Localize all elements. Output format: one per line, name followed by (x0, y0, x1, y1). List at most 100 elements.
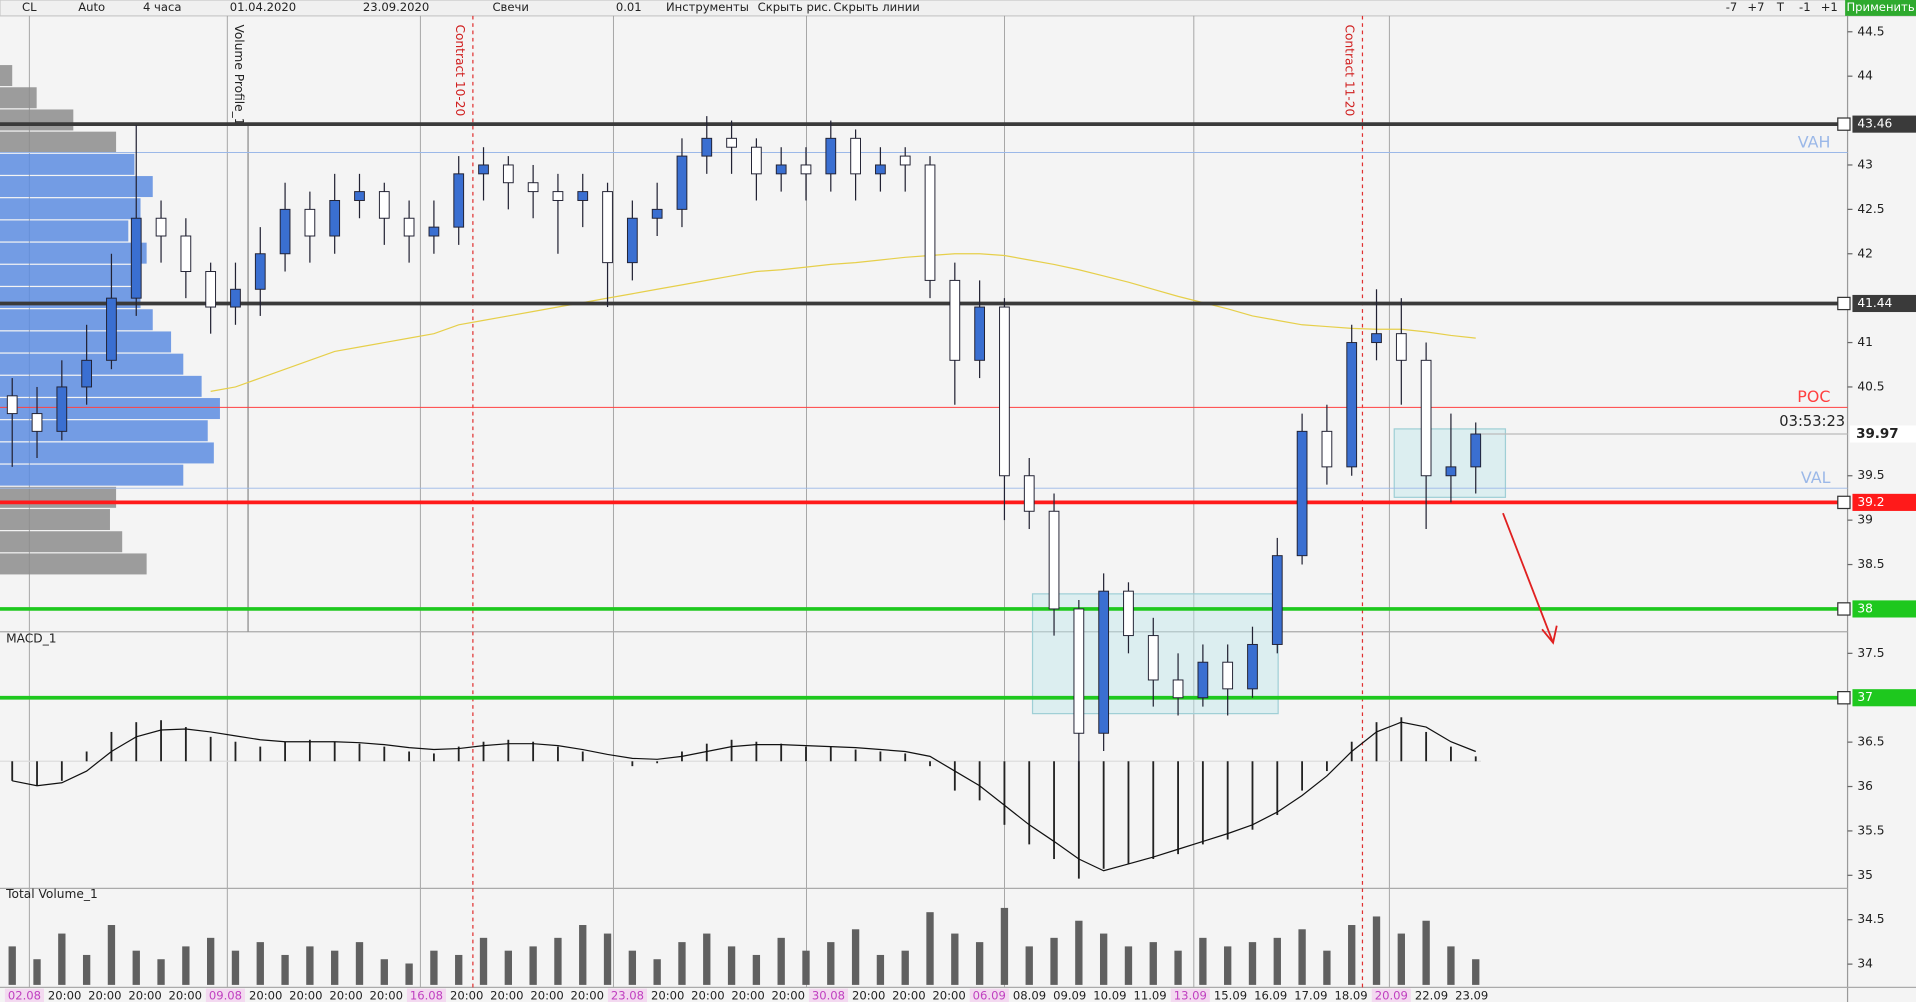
volume-bar (1075, 920, 1083, 985)
volume-bar (1348, 925, 1356, 985)
hide-lines[interactable]: Скрыть линии (833, 0, 919, 14)
candle-body (1247, 643, 1258, 690)
volume-bar (8, 946, 16, 985)
volume-bar (107, 925, 116, 985)
x-tick-label: 20:00 (892, 988, 925, 1002)
volume-bar (1422, 920, 1430, 985)
volume-bar (802, 950, 810, 985)
x-tick-label: 20:00 (852, 988, 885, 1002)
profile-bar (0, 198, 141, 220)
y-tick-label: 34 (1857, 957, 1873, 971)
apply-button[interactable] (1845, 0, 1916, 16)
y-tick-label: 36.5 (1857, 735, 1884, 749)
volume-bar (1000, 907, 1009, 985)
candle-body (403, 217, 415, 237)
toolbar-button[interactable]: -1 (1799, 0, 1811, 14)
candle-body (1123, 590, 1134, 637)
volume-bar (455, 954, 463, 985)
candle-body (651, 208, 663, 219)
candle-body (527, 182, 539, 193)
candle-body (329, 199, 341, 237)
y-tick-label: 37.5 (1857, 646, 1884, 660)
volume-bar (851, 929, 860, 985)
mode[interactable]: Auto (78, 0, 105, 14)
level-label-bg (1852, 493, 1916, 511)
volume-bar (58, 933, 66, 985)
level-label-bg (1852, 689, 1916, 707)
tools[interactable]: Инструменты (666, 0, 749, 14)
x-tick-label: 20.09 (1375, 988, 1408, 1002)
toolbar-button[interactable]: -7 (1726, 0, 1738, 14)
candle-body (1321, 430, 1333, 468)
volume-bar (1174, 950, 1182, 985)
volume-bar (628, 950, 637, 985)
profile-bar (0, 375, 202, 397)
volume-bar (1323, 950, 1331, 985)
profile-bar (0, 553, 147, 575)
volume-bar (1298, 929, 1306, 985)
candle-body (180, 235, 192, 273)
x-tick-label: 20:00 (490, 988, 523, 1002)
volume-bar (1124, 946, 1133, 985)
level-label: 38 (1857, 601, 1873, 615)
macd-title: MACD_1 (6, 632, 56, 646)
toolbar-button[interactable]: +7 (1747, 0, 1764, 14)
date-highlight (969, 988, 1009, 1002)
candle-body (279, 208, 291, 255)
volume-bar (281, 954, 289, 985)
volume-bar (132, 950, 140, 985)
apply-label[interactable]: Применить (1846, 0, 1914, 14)
candle-body (1172, 679, 1184, 699)
toolbar-button[interactable]: +1 (1821, 0, 1838, 14)
chart-style[interactable]: Свечи (492, 0, 528, 14)
candle-body (106, 297, 117, 361)
level-label-bg (1852, 115, 1916, 133)
candle-body (428, 226, 440, 237)
profile-bar (0, 398, 220, 420)
date-highlight (205, 988, 245, 1002)
volume-bar (82, 954, 91, 985)
date-to[interactable]: 23.09.2020 (363, 0, 429, 14)
x-tick-label: 20:00 (128, 988, 161, 1002)
x-tick-label: 08.09 (1013, 988, 1046, 1002)
volume-bar (579, 925, 587, 985)
level-marker (1837, 117, 1851, 131)
step[interactable]: 0.01 (616, 0, 642, 14)
y-tick-label: 42 (1857, 246, 1873, 260)
level-label-bg (1852, 600, 1916, 618)
volume-bar (603, 933, 612, 985)
candle-body (974, 306, 986, 361)
hide-drawings[interactable]: Скрыть рис. (758, 0, 832, 14)
candle-body (850, 137, 861, 175)
symbol[interactable]: CL (22, 0, 37, 14)
date-from[interactable]: 01.04.2020 (230, 0, 296, 14)
x-tick-label: 20:00 (450, 988, 483, 1002)
volume-title: Total Volume_1 (5, 887, 98, 901)
date-highlight (808, 988, 849, 1002)
y-tick-label: 43 (1857, 157, 1873, 171)
level-label: 43.46 (1857, 117, 1892, 131)
candle-body (254, 253, 266, 290)
volume-bar (777, 937, 785, 985)
current-price-bg (1850, 425, 1916, 443)
volume-bar (331, 950, 339, 985)
candle-body (1073, 608, 1085, 734)
date-highlight (1170, 988, 1210, 1002)
y-tick-label: 44 (1857, 69, 1873, 83)
candle-body (354, 191, 365, 201)
timeframe[interactable]: 4 часа (143, 0, 182, 14)
level-marker (1837, 495, 1851, 510)
candle-body (1271, 555, 1283, 645)
volume-bar (1397, 933, 1405, 985)
candle-body (1420, 359, 1432, 477)
range-box (1393, 428, 1507, 498)
volume-bar (1273, 937, 1281, 985)
level-label-bg (1852, 294, 1916, 313)
profile-bar (0, 531, 123, 553)
forecast-arrow (1502, 512, 1558, 645)
x-tick-label: 18.09 (1334, 988, 1367, 1002)
volume-bar (430, 950, 438, 985)
x-tick-label: 23.08 (611, 988, 644, 1002)
toolbar-button[interactable]: T (1776, 0, 1785, 14)
